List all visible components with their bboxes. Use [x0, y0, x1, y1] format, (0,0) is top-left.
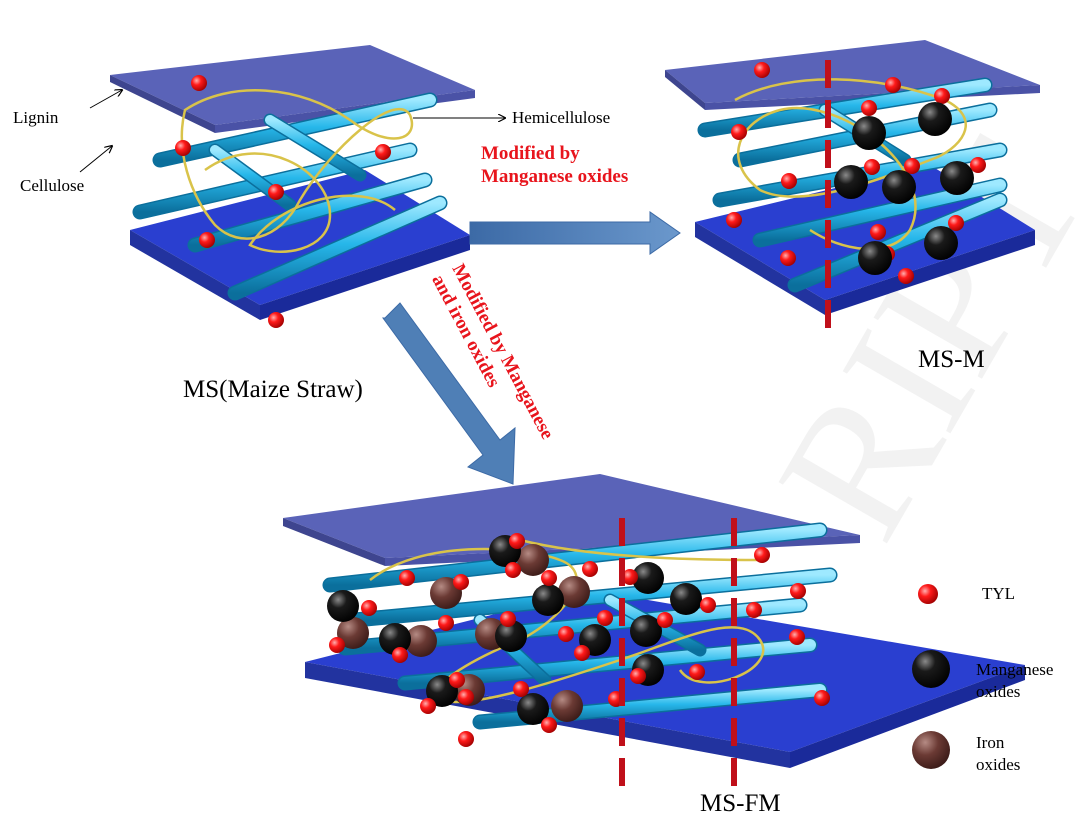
hemicellulose-label: Hemicellulose [512, 108, 611, 127]
ms-fm-structure [283, 474, 1025, 790]
arrow-to-ms-fm [382, 302, 516, 485]
tyl-particles [329, 533, 830, 747]
manganese-modification-label: Modified by Manganese oxides [481, 142, 628, 188]
cellulose-label: Cellulose [20, 176, 85, 195]
tyl-particles [175, 75, 391, 328]
ms-fm-label: MS-FM [700, 790, 781, 817]
manganese-particles [834, 102, 974, 275]
tyl-particles [726, 62, 986, 284]
iron-particles [337, 544, 590, 722]
legend-manganese-line1: Manganese [976, 660, 1054, 679]
legend-manganese-line2: oxides [976, 682, 1021, 701]
manganese-modification-line2: Manganese oxides [481, 166, 629, 187]
legend-iron-line2: oxides [976, 755, 1021, 774]
ms-m-label: MS-M [918, 346, 985, 373]
legend-tyl-icon [918, 584, 938, 604]
mn-fe-modification-label: Modified by Manganese and iron oxides [427, 260, 558, 442]
lignin-plate [110, 45, 475, 125]
legend-manganese-label: Manganese oxides [976, 659, 1053, 703]
ms-structure [110, 45, 475, 328]
bottom-plate [130, 170, 470, 305]
legend-tyl-label: TYL [982, 584, 1016, 603]
hemicellulose-fiber [180, 89, 414, 240]
legend-iron-icon [912, 731, 950, 769]
legend-iron-line1: Iron [976, 733, 1005, 752]
lignin-pointer [89, 90, 122, 109]
manganese-modification-line1: Modified by [481, 143, 580, 164]
arrow-to-ms-m [469, 211, 681, 255]
cellulose-pointer [79, 146, 112, 173]
ms-m-structure [665, 40, 1040, 330]
ms-label: MS(Maize Straw) [183, 376, 363, 403]
legend-iron-label: Iron oxides [976, 732, 1020, 776]
lignin-label: Lignin [13, 108, 59, 127]
legend-manganese-icon [912, 650, 950, 688]
